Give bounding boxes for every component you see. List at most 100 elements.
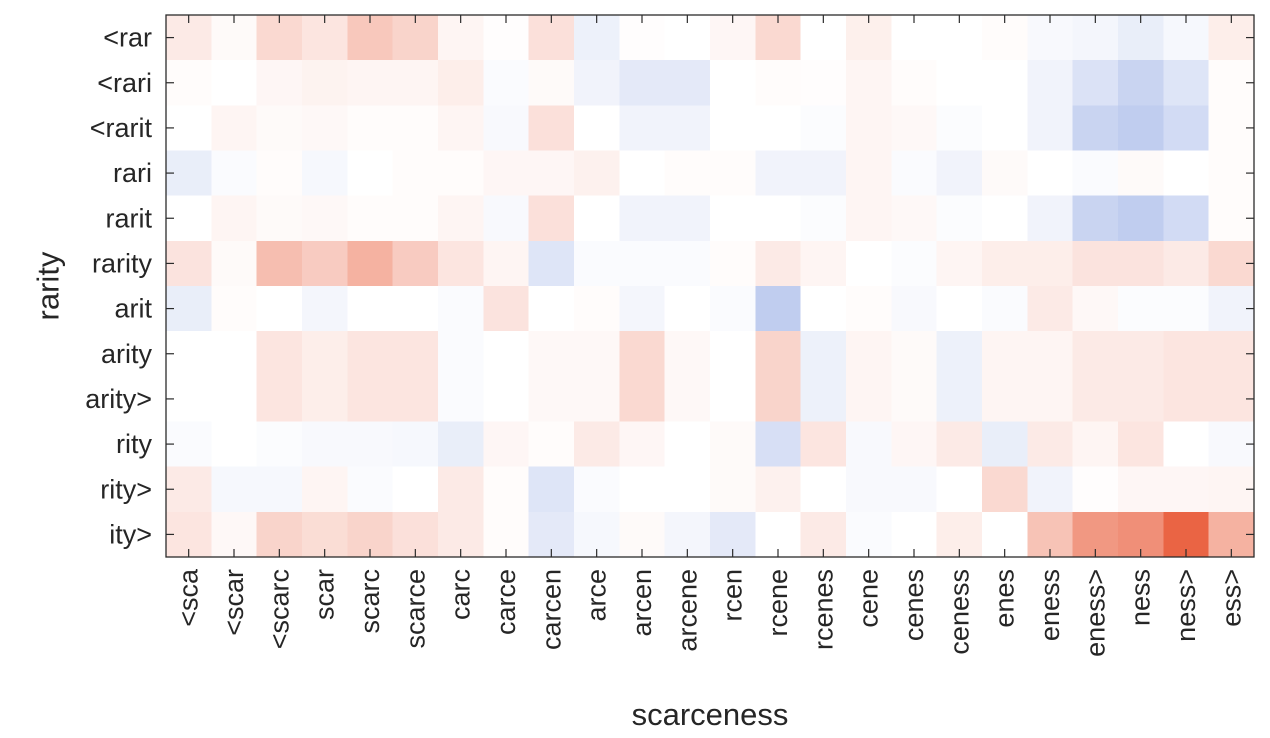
x-tick-label: <scarc [264, 569, 294, 649]
heatmap-cell [256, 331, 303, 377]
heatmap-cell [256, 105, 303, 152]
heatmap-cell [891, 421, 938, 468]
heatmap-cell [483, 466, 530, 513]
heatmap-cell [982, 60, 1028, 106]
heatmap-cell [211, 150, 258, 197]
heatmap-cell [347, 421, 394, 468]
heatmap-cell [574, 240, 620, 287]
heatmap-cell [982, 286, 1028, 332]
heatmap-cell [664, 376, 711, 423]
heatmap-cell [483, 105, 530, 152]
heatmap-cell [256, 286, 303, 332]
heatmap-cell [438, 195, 484, 242]
x-tick-label: eness> [1080, 569, 1110, 657]
heatmap-cell [256, 60, 303, 106]
heatmap-cell [1163, 286, 1210, 332]
y-tick-label: ity> [109, 519, 152, 549]
heatmap-cell [211, 105, 258, 152]
x-tick-label: <scar [219, 569, 249, 636]
heatmap-cell [438, 331, 484, 377]
heatmap-cell [574, 286, 620, 332]
plot-frame [165, 14, 1255, 558]
heatmap-cell [392, 331, 439, 377]
heatmap-cell [211, 421, 258, 468]
heatmap-cell [211, 466, 258, 513]
heatmap-cell [528, 60, 575, 106]
heatmap-cell [256, 466, 303, 513]
heatmap-cell [1027, 466, 1074, 513]
heatmap-cell [483, 240, 530, 287]
heatmap-cell [755, 150, 802, 197]
heatmap-cell [528, 150, 575, 197]
heatmap-cell [347, 60, 394, 106]
x-tick-label: rcen [718, 569, 748, 622]
heatmap-cell [1027, 240, 1074, 287]
heatmap-cell [755, 466, 802, 513]
heatmap-cell [936, 105, 983, 152]
heatmap-cell [392, 286, 439, 332]
heatmap-cell [1163, 331, 1210, 377]
heatmap-cell [1118, 105, 1164, 152]
heatmap-cell [438, 376, 484, 423]
y-tick-label: rarity [92, 248, 152, 278]
x-tick-label: cene [854, 569, 884, 628]
heatmap-cell [710, 60, 756, 106]
heatmap-cell [574, 60, 620, 106]
x-tick-label: ness [1126, 569, 1156, 626]
heatmap-cells [166, 15, 1255, 558]
heatmap-cell [619, 376, 666, 423]
heatmap-cell [528, 240, 575, 287]
heatmap-cell [347, 466, 394, 513]
heatmap-cell [1118, 466, 1164, 513]
heatmap-cell [438, 105, 484, 152]
heatmap-cell [347, 240, 394, 287]
heatmap-cell [1163, 195, 1210, 242]
heatmap-cell [936, 331, 983, 377]
heatmap-cell [483, 421, 530, 468]
x-tick-labels: <sca <scar <scarc scar scarc scarce carc carce c… [174, 568, 1247, 657]
y-tick-label: arity [101, 339, 153, 369]
heatmap-cell [211, 195, 258, 242]
heatmap-cell [800, 331, 847, 377]
heatmap-cell [664, 240, 711, 287]
heatmap-cell [936, 286, 983, 332]
heatmap-cell [211, 286, 258, 332]
heatmap-cell [528, 286, 575, 332]
y-tick-label: arit [114, 294, 152, 324]
heatmap-cell [438, 150, 484, 197]
heatmap-cell [846, 60, 892, 106]
x-tick-label: <sca [174, 568, 204, 627]
heatmap-cell [1163, 240, 1210, 287]
heatmap-cell [982, 466, 1028, 513]
heatmap-cell [664, 421, 711, 468]
heatmap-cell [211, 331, 258, 377]
heatmap-cell [619, 466, 666, 513]
x-tick-label: carc [446, 569, 476, 620]
heatmap-cell [528, 466, 575, 513]
heatmap-cell [1072, 331, 1119, 377]
heatmap-cell [846, 466, 892, 513]
heatmap-cell [1072, 60, 1119, 106]
heatmap-cell [800, 376, 847, 423]
heatmap-cell [664, 150, 711, 197]
heatmap-cell [211, 240, 258, 287]
heatmap-cell [800, 60, 847, 106]
heatmap-cell [392, 60, 439, 106]
heatmap-cell [1072, 150, 1119, 197]
heatmap-cell [1027, 60, 1074, 106]
heatmap-cell [619, 150, 666, 197]
heatmap-cell [664, 105, 711, 152]
heatmap-cell [1118, 376, 1164, 423]
heatmap-cell [392, 150, 439, 197]
heatmap-cell [800, 286, 847, 332]
heatmap-cell [1027, 150, 1074, 197]
heatmap-cell [619, 421, 666, 468]
heatmap-cell [619, 105, 666, 152]
heatmap-cell [574, 466, 620, 513]
heatmap-cell [710, 286, 756, 332]
y-tick-label: rity> [100, 474, 152, 504]
heatmap-cell [800, 466, 847, 513]
x-tick-label: scar [310, 569, 340, 620]
heatmap-cell [528, 195, 575, 242]
